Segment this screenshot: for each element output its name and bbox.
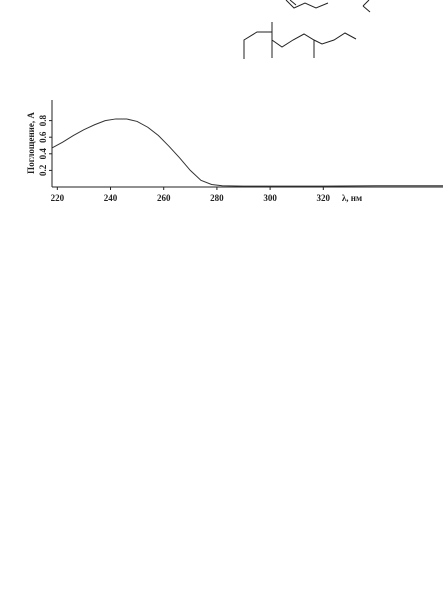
chemical-structure	[243, 0, 371, 59]
structure-bond	[285, 0, 329, 9]
structure-bond	[362, 0, 370, 7]
y-tick-label: 0.2	[38, 164, 48, 176]
y-tick-label: 0.8	[38, 114, 48, 126]
structure-bond	[362, 5, 371, 13]
x-tick-label: 260	[157, 193, 171, 203]
x-tick-label: 320	[317, 193, 331, 203]
x-tick-label: 280	[210, 193, 224, 203]
structure-bond	[289, 0, 297, 6]
y-tick-label: 0.4	[38, 148, 48, 160]
y-axis-label: Поглощение, A	[26, 112, 36, 174]
x-tick-label: 220	[51, 193, 65, 203]
structure-bond	[243, 31, 357, 59]
x-tick-label: 240	[104, 193, 118, 203]
spectrum-line	[51, 118, 443, 187]
x-tick-label: 300	[263, 193, 277, 203]
y-tick-label: 0.6	[38, 131, 48, 143]
x-axis-label: λ, нм	[342, 193, 362, 203]
